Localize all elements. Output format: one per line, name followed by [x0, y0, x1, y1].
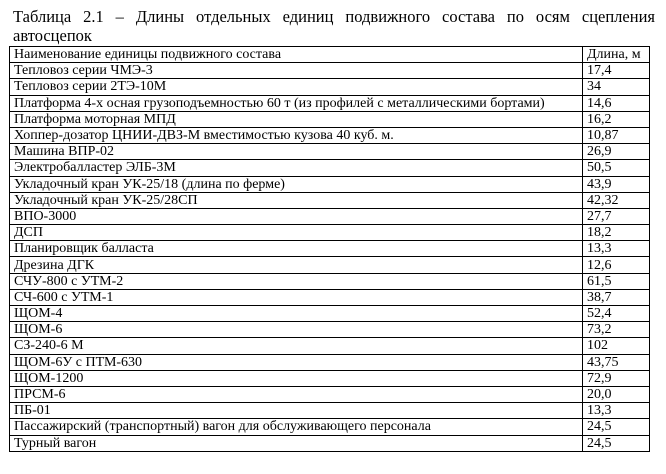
header-length: Длина, м: [582, 45, 650, 64]
cell-length: 18,2: [582, 224, 650, 242]
cell-name: Платформа 4-х осная грузоподъемностью 60…: [9, 94, 583, 112]
cell-length: 72,9: [582, 369, 650, 387]
table-row: СЧУ-800 с УТМ-2 61,5: [9, 272, 650, 290]
cell-name: СЗ-240-6 М: [9, 337, 583, 355]
cell-name: ПБ-01: [9, 402, 583, 420]
cell-length: 14,6: [582, 94, 650, 112]
table-row: ПРСМ-6 20,0: [9, 385, 650, 404]
cell-name: СЧУ-800 с УТМ-2: [9, 272, 583, 290]
cell-length: 102: [582, 337, 650, 355]
table-row: ПБ-01 13,3: [9, 402, 650, 420]
cell-name: Турный вагон: [9, 434, 583, 452]
cell-name: СЧ-600 с УТМ-1: [9, 288, 583, 307]
cell-length: 52,4: [582, 304, 650, 323]
cell-length: 50,5: [582, 159, 650, 177]
table-row: ЩОМ-6У с ПТМ-630 43,75: [9, 353, 650, 371]
table-row: Платформа 4-х осная грузоподъемностью 60…: [9, 94, 650, 112]
table-row: Пассажирский (транспортный) вагон для об…: [9, 418, 650, 436]
table-row: Машина ВПР-02 26,9: [9, 143, 650, 161]
cell-name: Платформа моторная МПД: [9, 110, 583, 128]
cell-length: 27,7: [582, 207, 650, 226]
cell-name: Машина ВПР-02: [9, 143, 583, 161]
cell-length: 13,3: [582, 240, 650, 258]
cell-name: Дрезина ДГК: [9, 256, 583, 274]
cell-name: Укладочный кран УК-25/28СП: [9, 191, 583, 209]
cell-name: ЩОМ-6У с ПТМ-630: [9, 353, 583, 371]
cell-name: ЩОМ-6: [9, 321, 583, 339]
cell-length: 17,4: [582, 62, 650, 80]
table-row: Дрезина ДГК 12,6: [9, 256, 650, 274]
table-row: ДСП 18,2: [9, 224, 650, 242]
cell-length: 24,5: [582, 418, 650, 436]
cell-length: 43,9: [582, 175, 650, 193]
table-row: Электробалластер ЭЛБ-3М 50,5: [9, 159, 650, 177]
table-header-row: Наименование единицы подвижного состава …: [9, 45, 650, 64]
cell-length: 43,75: [582, 353, 650, 371]
cell-length: 38,7: [582, 288, 650, 307]
cell-name: ДСП: [9, 224, 583, 242]
cell-length: 24,5: [582, 434, 650, 452]
cell-name: Тепловоз серии ЧМЭ-3: [9, 62, 583, 80]
table-row: ЩОМ-4 52,4: [9, 304, 650, 323]
cell-length: 16,2: [582, 110, 650, 128]
cell-length: 73,2: [582, 321, 650, 339]
table-row: Укладочный кран УК-25/18 (длина по ферме…: [9, 175, 650, 193]
cell-name: ВПО-3000: [9, 207, 583, 226]
cell-name: Планировщик балласта: [9, 240, 583, 258]
cell-length: 20,0: [582, 385, 650, 404]
cell-name: Укладочный кран УК-25/18 (длина по ферме…: [9, 175, 583, 193]
cell-length: 10,87: [582, 126, 650, 145]
cell-name: ЩОМ-1200: [9, 369, 583, 387]
cell-name: Тепловоз серии 2ТЭ-10М: [9, 78, 583, 96]
cell-length: 34: [582, 78, 650, 96]
cell-length: 26,9: [582, 143, 650, 161]
cell-name: ЩОМ-4: [9, 304, 583, 323]
table-row: СЗ-240-6 М 102: [9, 337, 650, 355]
table-row: Планировщик балласта 13,3: [9, 240, 650, 258]
table-row: ЩОМ-1200 72,9: [9, 369, 650, 387]
cell-length: 12,6: [582, 256, 650, 274]
table-row: Платформа моторная МПД 16,2: [9, 110, 650, 128]
table-row: Укладочный кран УК-25/28СП 42,32: [9, 191, 650, 209]
cell-length: 61,5: [582, 272, 650, 290]
rolling-stock-length-table: Наименование единицы подвижного состава …: [9, 45, 650, 452]
table-row: Тепловоз серии 2ТЭ-10М 34: [9, 78, 650, 96]
table-row: Турный вагон 24,5: [9, 434, 650, 452]
table-caption: Таблица 2.1 – Длины отдельных единиц под…: [13, 7, 655, 45]
table-row: ЩОМ-6 73,2: [9, 321, 650, 339]
cell-name: Пассажирский (транспортный) вагон для об…: [9, 418, 583, 436]
cell-length: 42,32: [582, 191, 650, 209]
cell-name: ПРСМ-6: [9, 385, 583, 404]
cell-name: Электробалластер ЭЛБ-3М: [9, 159, 583, 177]
table-row: СЧ-600 с УТМ-1 38,7: [9, 288, 650, 307]
header-name: Наименование единицы подвижного состава: [9, 45, 583, 64]
cell-name: Хоппер-дозатор ЦНИИ-ДВЗ-М вместимостью к…: [9, 126, 583, 145]
table-row: Хоппер-дозатор ЦНИИ-ДВЗ-М вместимостью к…: [9, 126, 650, 145]
table-row: ВПО-3000 27,7: [9, 207, 650, 226]
table-row: Тепловоз серии ЧМЭ-3 17,4: [9, 62, 650, 80]
cell-length: 13,3: [582, 402, 650, 420]
